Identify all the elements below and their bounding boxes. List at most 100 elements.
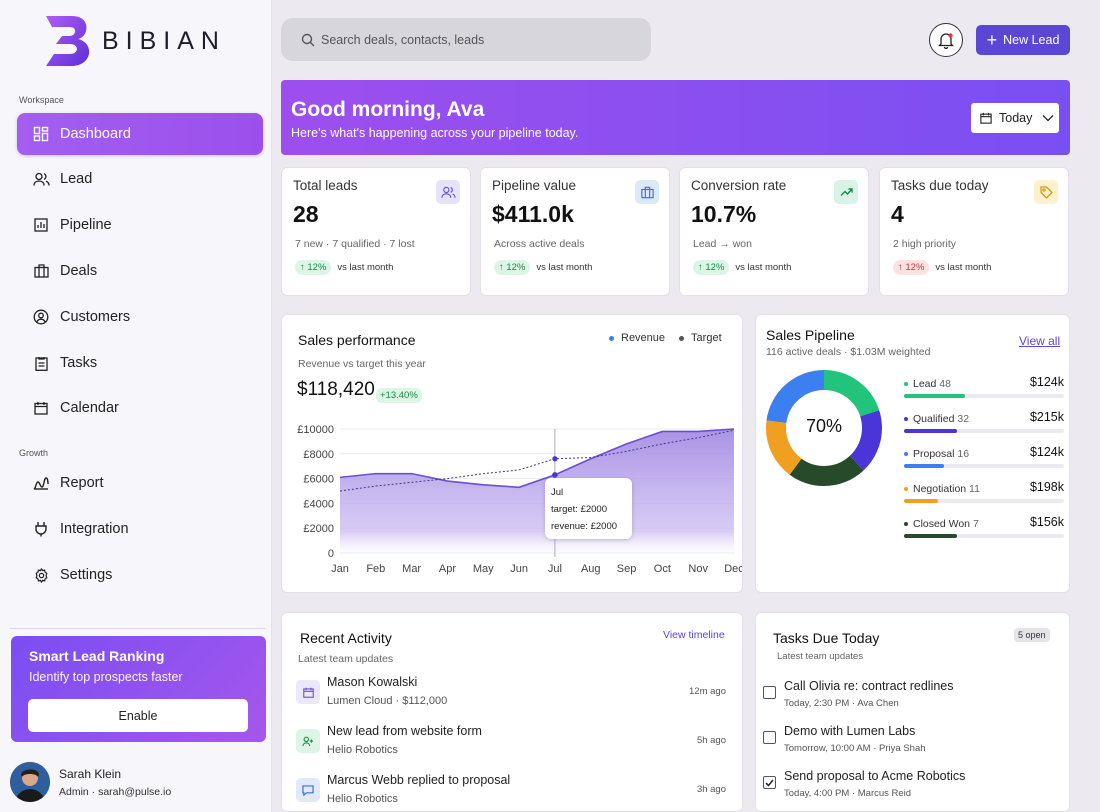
stage-name: Proposal 16	[904, 448, 969, 460]
pipeline-donut-chart[interactable]	[762, 366, 886, 490]
list-item[interactable]: Mason Kowalski Lumen Cloud · $112,000 12…	[296, 675, 726, 719]
greeting: Good morning, Ava	[291, 98, 485, 121]
chart-legend: Revenue Target	[609, 332, 722, 344]
sidebar-item-label: Calendar	[60, 400, 119, 416]
task-checkbox[interactable]	[763, 731, 776, 744]
search-bar[interactable]	[281, 18, 651, 61]
sidebar-item-lead[interactable]: Lead	[17, 158, 263, 200]
task-sub: Tomorrow, 10:00 AM · Priya Shah	[784, 743, 926, 754]
recent-activity-panel: Recent Activity Latest team updates View…	[281, 612, 743, 812]
activity-sub: Helio Robotics	[327, 793, 398, 805]
sidebar-item-report[interactable]: Report	[17, 462, 263, 504]
sidebar-item-settings[interactable]: Settings	[17, 554, 263, 596]
task-sub: Today, 2:30 PM · Ava Chen	[784, 698, 899, 709]
date-filter-select[interactable]: Today	[971, 103, 1059, 133]
stage-progress-fill	[904, 534, 957, 538]
revenue-area	[340, 429, 734, 557]
gear-icon	[31, 565, 51, 585]
task-title: Demo with Lumen Labs	[784, 724, 916, 738]
donut-segment[interactable]	[766, 370, 882, 486]
task-item[interactable]: Demo with Lumen Labs Tomorrow, 10:00 AM …	[763, 724, 1063, 762]
welcome-banner: Good morning, Ava Here's what's happenin…	[281, 80, 1070, 155]
briefcase-icon	[635, 180, 659, 204]
y-tick-label: 0	[328, 548, 334, 560]
sidebar-item-deals[interactable]: Deals	[17, 250, 263, 292]
task-item[interactable]: Call Olivia re: contract redlines Today,…	[763, 679, 1063, 717]
activity-title: Marcus Webb replied to proposal	[327, 773, 511, 787]
stage-amount: $124k	[1029, 375, 1064, 389]
stat-compare: vs last month	[735, 262, 792, 273]
x-tick-label: Mar	[402, 563, 421, 575]
donut-segment[interactable]	[766, 370, 882, 486]
search-icon	[301, 33, 315, 46]
x-tick-label: Nov	[688, 563, 708, 575]
stage-dot	[904, 417, 908, 421]
stage-dot	[904, 452, 908, 456]
task-checkbox-checked[interactable]	[763, 776, 776, 789]
notifications-button[interactable]	[929, 23, 963, 57]
brand-logo[interactable]: BIBIAN	[42, 14, 226, 68]
stat-card-conversion-rate: Conversion rate 10.7% Lead → won ↑ 12% vs…	[679, 167, 869, 296]
sidebar-divider	[10, 628, 266, 629]
view-timeline-link[interactable]: View timeline	[663, 629, 725, 641]
stat-card-tasks-due: Tasks due today 4 2 high priority ↑ 12% v…	[879, 167, 1069, 296]
pipeline-stage-row[interactable]: Closed Won 7 $156k	[904, 515, 1064, 545]
sidebar-item-label: Deals	[60, 263, 98, 279]
sidebar-item-label: Tasks	[60, 355, 98, 371]
search-input[interactable]	[321, 32, 621, 47]
stat-sub: 7 new · 7 qualified · 7 lost	[295, 238, 415, 250]
stage-amount: $198k	[1029, 480, 1064, 494]
x-tick-label: Sep	[617, 563, 637, 575]
task-checkbox[interactable]	[763, 686, 776, 699]
sales-performance-panel: Sales performance Revenue vs target this…	[281, 314, 743, 593]
sidebar-item-label: Settings	[60, 567, 113, 583]
view-all-link[interactable]: View all	[1019, 334, 1061, 348]
stat-card-total-leads: Total leads 28 7 new · 7 qualified · 7 l…	[281, 167, 471, 296]
new-lead-button[interactable]: + New Lead	[976, 25, 1070, 55]
bell-icon	[938, 32, 954, 49]
sidebar-item-integration[interactable]: Integration	[17, 508, 263, 550]
sales-change: +13.40%	[376, 388, 422, 403]
banner-subtitle: Here's what's happening across your pipe…	[291, 126, 579, 140]
revenue-line	[339, 428, 735, 489]
user-name: Sarah Klein	[59, 766, 122, 781]
activity-title: Mason Kowalski	[327, 675, 418, 689]
stage-progress-track	[904, 464, 1064, 468]
stage-progress-track	[904, 394, 1064, 398]
sidebar-item-tasks[interactable]: Tasks	[17, 342, 263, 384]
sidebar-item-calendar[interactable]: Calendar	[17, 387, 263, 429]
donut-segment[interactable]	[766, 370, 882, 486]
enable-button[interactable]: Enable	[28, 699, 248, 732]
promo-subtitle: Identify top prospects faster	[29, 670, 183, 684]
list-item[interactable]: Marcus Webb replied to proposal Helio Ro…	[296, 773, 726, 812]
donut-segment[interactable]	[766, 370, 882, 486]
x-tick-label: Feb	[366, 563, 385, 575]
pipeline-stage-row[interactable]: Qualified 32 $215k	[904, 410, 1064, 440]
stage-name: Qualified 32	[904, 413, 969, 425]
sales-title: Sales performance	[298, 332, 416, 348]
y-tick-label: £8000	[303, 449, 334, 461]
plus-icon: +	[986, 30, 998, 50]
list-item[interactable]: New lead from website form Helio Robotic…	[296, 724, 726, 768]
promo-title: Smart Lead Ranking	[29, 648, 165, 664]
stage-dot	[904, 382, 908, 386]
pipeline-stage-row[interactable]: Lead 48 $124k	[904, 375, 1064, 405]
sidebar-item-customers[interactable]: Customers	[17, 296, 263, 338]
task-item[interactable]: Send proposal to Acme Robotics Today, 4:…	[763, 769, 1063, 807]
x-tick-label: Jan	[331, 563, 349, 575]
sales-chart[interactable]: £10000 £8000 £6000 £4000 £2000 0 Jan Feb Mar Apr M…	[282, 415, 742, 585]
stage-progress-fill	[904, 429, 957, 433]
sidebar-item-pipeline[interactable]: Pipeline	[17, 204, 263, 246]
sales-pipeline-panel: Sales Pipeline 116 active deals · $1.03M…	[755, 314, 1070, 593]
sidebar-item-dashboard[interactable]: Dashboard	[17, 113, 263, 155]
stage-dot	[904, 522, 908, 526]
pipeline-stage-row[interactable]: Proposal 16 $124k	[904, 445, 1064, 475]
stage-progress-fill	[904, 394, 965, 398]
y-tick-label: £4000	[303, 498, 334, 510]
task-sub: Today, 4:00 PM · Marcus Reid	[784, 788, 912, 799]
user-profile[interactable]: Sarah Klein Admin · sarah@pulse.io	[10, 762, 171, 802]
tasks-subtitle: Latest team updates	[777, 651, 864, 662]
stat-compare: vs last month	[536, 262, 593, 273]
stat-label: Total leads	[293, 178, 358, 193]
pipeline-stage-row[interactable]: Negotiation 11 $198k	[904, 480, 1064, 510]
